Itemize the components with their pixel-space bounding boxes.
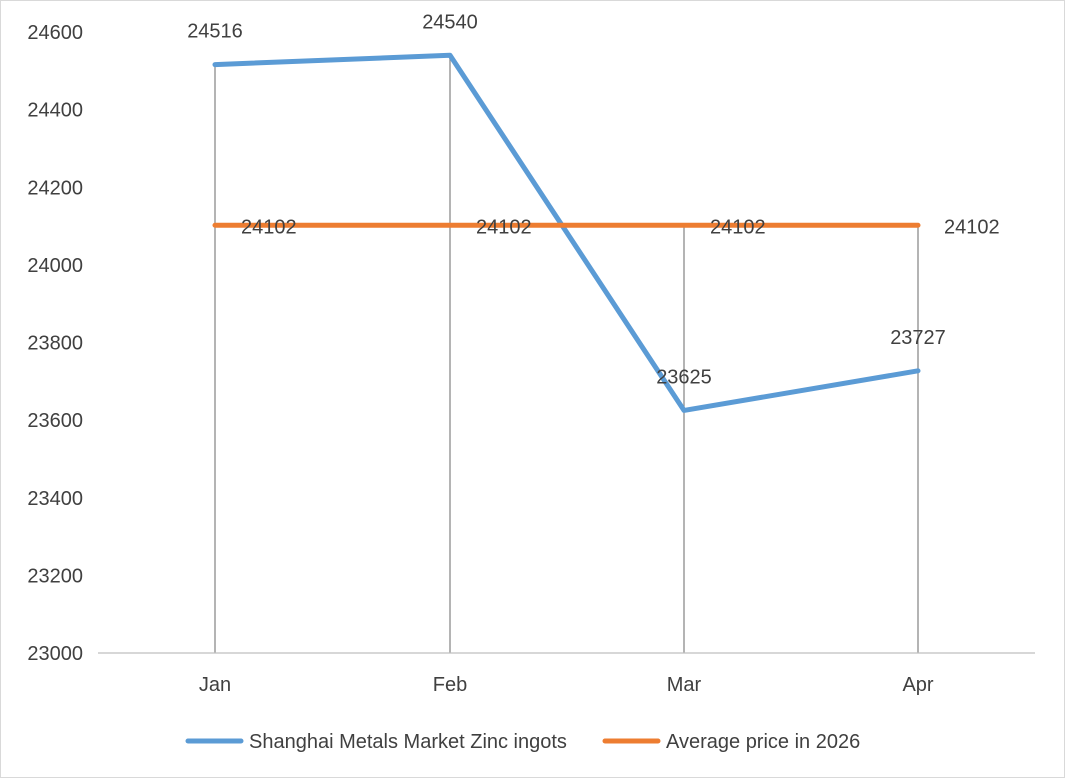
y-tick-label: 24600 — [27, 22, 83, 44]
data-label: 24102 — [944, 216, 1000, 238]
data-label: 24540 — [422, 11, 478, 33]
x-tick-label: Mar — [667, 674, 702, 696]
y-tick-label: 23400 — [27, 488, 83, 510]
y-tick-label: 24400 — [27, 100, 83, 122]
legend-label: Average price in 2026 — [666, 731, 860, 753]
data-label: 24102 — [241, 216, 297, 238]
data-label: 23625 — [656, 366, 712, 388]
data-label: 24102 — [476, 216, 532, 238]
x-tick-label: Feb — [433, 674, 467, 696]
x-tick-label: Apr — [902, 674, 933, 696]
y-tick-label: 24000 — [27, 255, 83, 277]
y-tick-label: 23600 — [27, 410, 83, 432]
y-tick-label: 23200 — [27, 565, 83, 587]
legend-label: Shanghai Metals Market Zinc ingots — [249, 731, 567, 753]
data-label: 24516 — [187, 21, 243, 43]
y-tick-label: 24200 — [27, 177, 83, 199]
series-line — [212, 52, 921, 413]
data-label: 24102 — [710, 216, 766, 238]
x-tick-label: Jan — [199, 674, 231, 696]
y-tick-label: 23000 — [27, 643, 83, 665]
data-label: 23727 — [890, 327, 946, 349]
y-tick-label: 23800 — [27, 333, 83, 355]
